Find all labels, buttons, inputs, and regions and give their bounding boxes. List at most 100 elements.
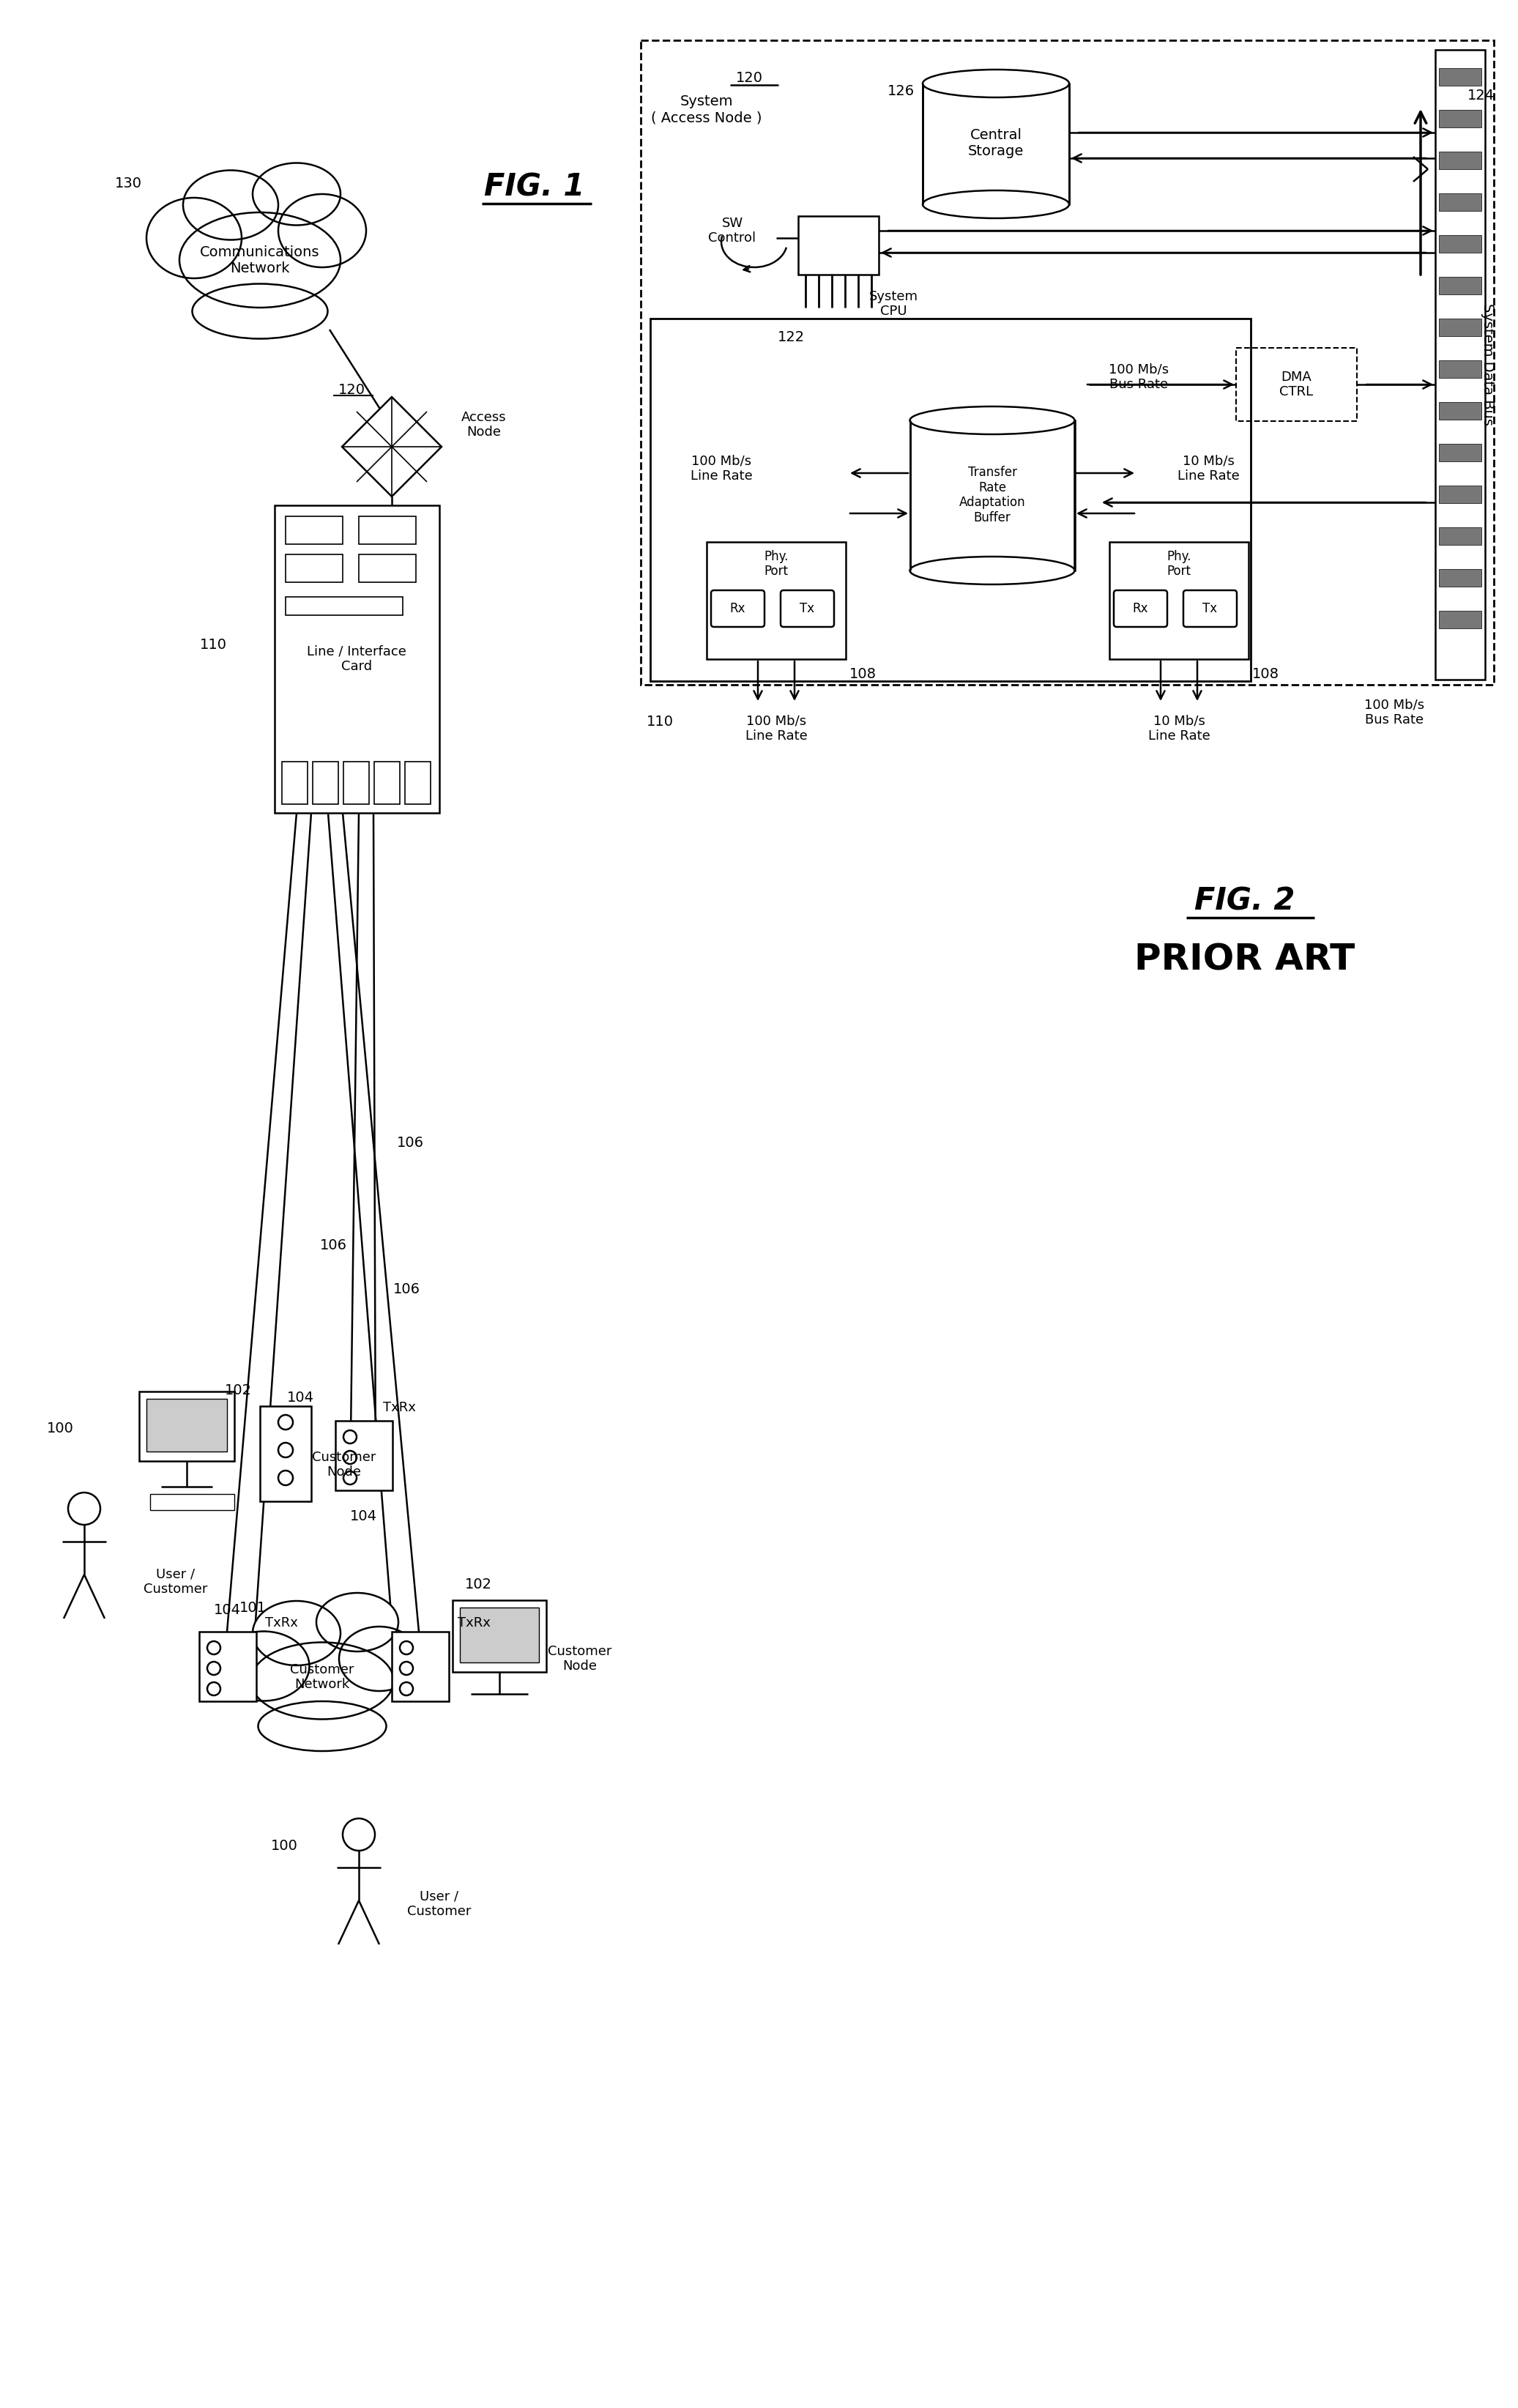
Text: 102: 102 <box>465 1577 492 1592</box>
Text: 100 Mb/s
Line Rate: 100 Mb/s Line Rate <box>745 715 808 744</box>
Circle shape <box>343 1471 357 1483</box>
Bar <box>1439 527 1482 544</box>
Bar <box>1439 318 1482 337</box>
Circle shape <box>343 1818 375 1852</box>
Circle shape <box>399 1662 413 1676</box>
Bar <box>1439 402 1482 419</box>
FancyBboxPatch shape <box>1184 590 1237 626</box>
Bar <box>405 761 431 804</box>
Text: 104: 104 <box>214 1604 240 1616</box>
Circle shape <box>399 1642 413 1654</box>
Bar <box>1439 568 1482 588</box>
Bar <box>798 217 879 275</box>
Ellipse shape <box>316 1592 398 1652</box>
Circle shape <box>399 1683 413 1695</box>
Text: 110: 110 <box>647 715 674 727</box>
Circle shape <box>208 1683 220 1695</box>
Text: FIG. 2: FIG. 2 <box>1195 886 1295 915</box>
Circle shape <box>278 1416 293 1430</box>
Text: System
( Access Node ): System ( Access Node ) <box>651 94 762 125</box>
Bar <box>199 1633 257 1702</box>
Text: Transfer
Rate
Adaptation
Buffer: Transfer Rate Adaptation Buffer <box>959 465 1026 525</box>
Text: Central
Storage: Central Storage <box>968 128 1023 159</box>
Text: Rx: Rx <box>730 602 745 614</box>
Text: System
CPU: System CPU <box>868 289 918 318</box>
Text: Line / Interface
Card: Line / Interface Card <box>307 645 407 674</box>
Bar <box>1439 111 1482 128</box>
Text: PRIOR ART: PRIOR ART <box>1134 942 1356 978</box>
Text: Tx: Tx <box>1202 602 1217 614</box>
Text: 101: 101 <box>240 1601 266 1613</box>
Text: 102: 102 <box>225 1382 252 1397</box>
Ellipse shape <box>923 190 1069 219</box>
Text: User /
Customer: User / Customer <box>407 1890 472 1919</box>
Text: TxRx: TxRx <box>266 1616 298 1630</box>
Bar <box>285 554 343 583</box>
Text: TxRx: TxRx <box>457 1616 490 1630</box>
Bar <box>335 1421 393 1491</box>
Text: 120: 120 <box>339 383 366 397</box>
Ellipse shape <box>258 1702 386 1751</box>
Text: DMA
CTRL: DMA CTRL <box>1280 371 1313 400</box>
Ellipse shape <box>252 1601 340 1666</box>
Circle shape <box>208 1662 220 1676</box>
Ellipse shape <box>219 1630 310 1700</box>
Text: 106: 106 <box>320 1238 346 1252</box>
Text: 106: 106 <box>393 1281 420 1296</box>
Text: Communications
Network: Communications Network <box>200 246 320 275</box>
Ellipse shape <box>250 1642 393 1719</box>
Bar <box>285 597 402 614</box>
Text: 100: 100 <box>47 1421 73 1435</box>
Ellipse shape <box>193 284 328 340</box>
Ellipse shape <box>923 70 1069 96</box>
Bar <box>1435 51 1485 679</box>
Bar <box>140 1392 234 1462</box>
Circle shape <box>278 1471 293 1486</box>
Text: Phy.
Port: Phy. Port <box>764 549 788 578</box>
Bar <box>452 1601 546 1671</box>
Bar <box>911 421 1075 571</box>
Text: 100 Mb/s
Bus Rate: 100 Mb/s Bus Rate <box>1108 364 1169 393</box>
Bar <box>1439 67 1482 87</box>
Text: Phy.
Port: Phy. Port <box>1167 549 1192 578</box>
Text: 108: 108 <box>1252 667 1280 681</box>
Bar <box>641 41 1494 684</box>
Text: 122: 122 <box>777 330 805 344</box>
Circle shape <box>208 1642 220 1654</box>
Text: 104: 104 <box>287 1389 314 1404</box>
Bar <box>146 1399 228 1452</box>
Bar <box>1439 443 1482 462</box>
Circle shape <box>278 1442 293 1457</box>
Ellipse shape <box>909 556 1075 585</box>
Bar <box>375 761 399 804</box>
Bar <box>650 318 1251 681</box>
Text: 106: 106 <box>396 1137 424 1149</box>
Bar <box>1439 277 1482 294</box>
Circle shape <box>343 1430 357 1442</box>
Bar <box>1110 542 1248 660</box>
FancyBboxPatch shape <box>1114 590 1167 626</box>
Ellipse shape <box>909 407 1075 433</box>
Bar <box>260 1406 311 1500</box>
Bar <box>1439 361 1482 378</box>
Text: TxRx: TxRx <box>383 1401 416 1413</box>
Text: 10 Mb/s
Line Rate: 10 Mb/s Line Rate <box>1148 715 1210 744</box>
Text: 100 Mb/s
Bus Rate: 100 Mb/s Bus Rate <box>1365 698 1424 727</box>
Text: SW
Control: SW Control <box>709 217 756 246</box>
Text: FIG. 1: FIG. 1 <box>484 171 584 202</box>
Text: Customer
Node: Customer Node <box>548 1645 612 1674</box>
Bar <box>1439 193 1482 212</box>
Bar <box>923 84 1069 205</box>
Text: 126: 126 <box>887 84 914 99</box>
Bar <box>358 515 416 544</box>
Text: System Data Bus: System Data Bus <box>1482 303 1495 426</box>
Bar <box>1236 347 1357 421</box>
Text: 130: 130 <box>114 176 141 190</box>
Bar <box>1439 152 1482 169</box>
FancyBboxPatch shape <box>780 590 833 626</box>
Bar <box>707 542 846 660</box>
Bar <box>285 515 343 544</box>
Bar <box>460 1609 539 1662</box>
Text: Tx: Tx <box>800 602 814 614</box>
Text: 100 Mb/s
Line Rate: 100 Mb/s Line Rate <box>691 455 753 484</box>
